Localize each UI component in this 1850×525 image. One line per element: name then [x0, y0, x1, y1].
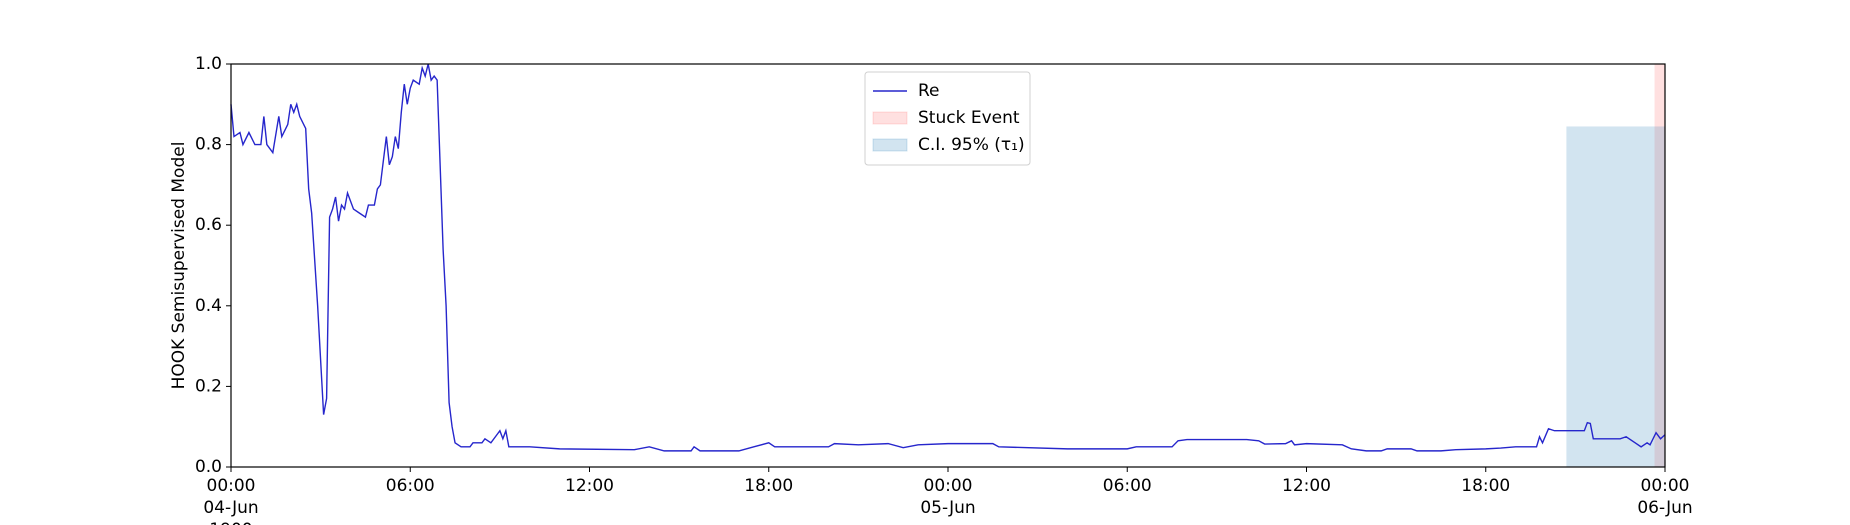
span — [1566, 126, 1665, 467]
y-tick-label: 0.0 — [195, 457, 222, 477]
legend: Re Stuck Event C.I. 95% (τ₁) — [864, 71, 1031, 166]
y-tick-label: 0.6 — [195, 215, 222, 235]
span — [1654, 64, 1665, 467]
x-tick-label: 18:00 — [1461, 476, 1511, 496]
y-tick-label: 0.4 — [195, 296, 222, 316]
y-tick-label: 0.8 — [195, 135, 222, 155]
legend-label: C.I. 95% (τ₁) — [918, 135, 1025, 155]
legend-patch — [872, 138, 908, 152]
x-tick-label: 18:00 — [744, 476, 794, 496]
x-tick-label: 06:00 — [1102, 476, 1152, 496]
y-tick-label: 0.2 — [195, 376, 222, 396]
x-tick-label: 12:00 — [565, 476, 614, 496]
legend-patch — [872, 111, 908, 125]
x-tick-label: 00:00 05-Jun — [920, 476, 976, 518]
legend-label: Stuck Event — [918, 108, 1020, 128]
y-tick-label: 1.0 — [195, 54, 222, 74]
legend-box — [864, 71, 1031, 166]
legend-label: Re — [918, 81, 940, 101]
x-tick-label: 06:00 — [385, 476, 435, 496]
line-series — [230, 63, 1666, 452]
plot-frame — [230, 63, 1666, 468]
x-tick-label: 12:00 — [1282, 476, 1331, 496]
y-axis-label: HOOK Semisupervised Model — [169, 142, 189, 390]
x-tick-label: 00:00 06-Jun — [1637, 476, 1693, 518]
x-tick-label: 00:00 04-Jun 1900 — [203, 476, 259, 525]
